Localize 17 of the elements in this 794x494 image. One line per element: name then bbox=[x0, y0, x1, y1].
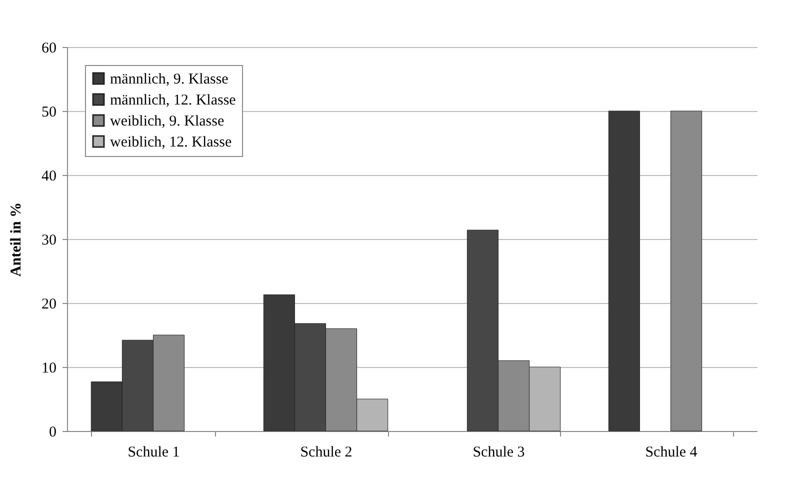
y-tick-label: 20 bbox=[42, 296, 56, 312]
x-tick-label: Schule 1 bbox=[128, 444, 180, 460]
y-tick-label: 40 bbox=[42, 168, 56, 184]
y-axis-title: Anteil in % bbox=[8, 202, 24, 277]
x-tick-label: Schule 3 bbox=[472, 444, 525, 460]
legend-label: weiblich, 9. Klasse bbox=[110, 114, 224, 130]
y-tick-label: 60 bbox=[42, 40, 56, 56]
y-tick-label: 10 bbox=[42, 360, 56, 376]
legend-label: weiblich, 12. Klasse bbox=[110, 134, 232, 150]
bar bbox=[608, 110, 640, 432]
y-tick-label: 30 bbox=[42, 232, 56, 248]
legend-label: männlich, 9. Klasse bbox=[110, 72, 229, 88]
x-tick-label: Schule 2 bbox=[300, 444, 352, 460]
x-tick-label: Schule 4 bbox=[645, 444, 698, 460]
legend-label: männlich, 12. Klasse bbox=[110, 92, 236, 108]
y-tick-label: 50 bbox=[42, 104, 56, 120]
y-tick-label: 0 bbox=[49, 424, 56, 440]
